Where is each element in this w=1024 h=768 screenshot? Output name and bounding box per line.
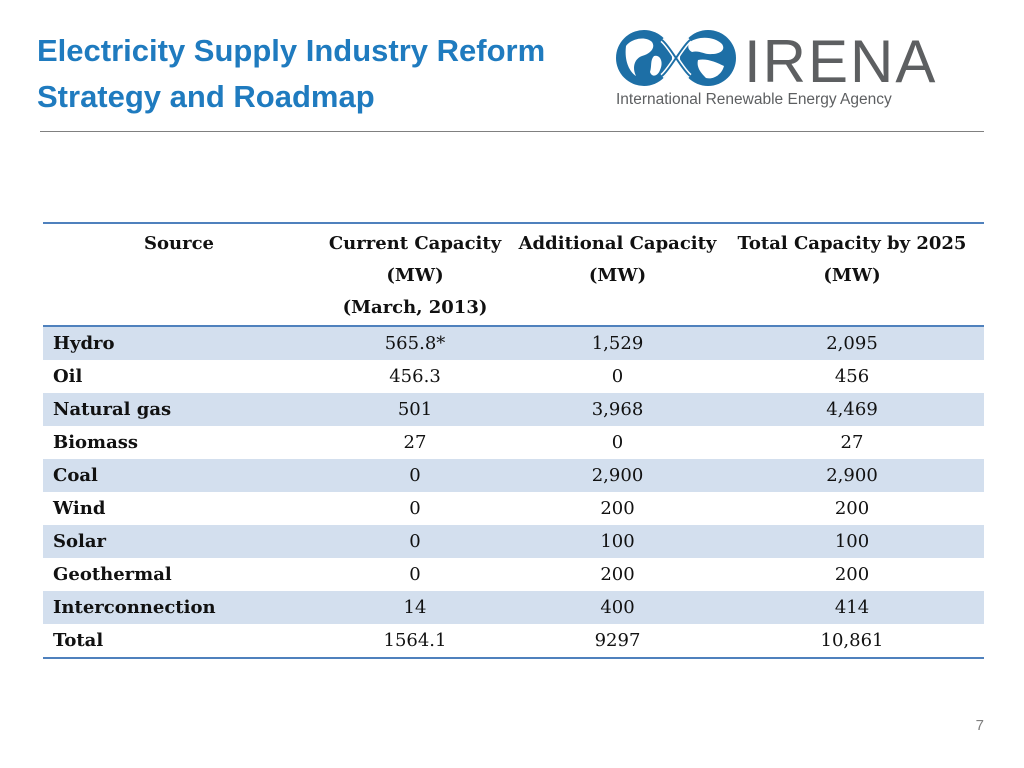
total-capacity-cell: 414	[720, 591, 984, 624]
current-capacity-cell: 0	[315, 525, 515, 558]
header-current-capacity-date: (March, 2013)	[342, 297, 488, 318]
table-header-row: Source Current Capacity (MW) (March, 201…	[43, 223, 984, 327]
additional-capacity-cell: 9297	[515, 624, 720, 658]
table-row: Solar 0 100 100	[43, 525, 984, 558]
table-row: Oil 456.3 0 456	[43, 360, 984, 393]
table-row: Geothermal 0 200 200	[43, 558, 984, 591]
slide-title-line-2: Strategy and Roadmap	[37, 79, 375, 114]
source-cell: Hydro	[43, 326, 315, 360]
source-cell: Coal	[43, 459, 315, 492]
total-capacity-cell: 100	[720, 525, 984, 558]
additional-capacity-cell: 400	[515, 591, 720, 624]
header-current-capacity-label: Current Capacity	[328, 233, 502, 254]
table-row: Wind 0 200 200	[43, 492, 984, 525]
table-row: Interconnection 14 400 414	[43, 591, 984, 624]
source-cell: Solar	[43, 525, 315, 558]
current-capacity-cell: 14	[315, 591, 515, 624]
header-current-capacity: Current Capacity (MW) (March, 2013)	[315, 223, 515, 327]
header-total-capacity: Total Capacity by 2025 (MW)	[720, 223, 984, 327]
total-capacity-cell: 2,900	[720, 459, 984, 492]
additional-capacity-cell: 100	[515, 525, 720, 558]
page-number: 7	[975, 717, 984, 734]
total-capacity-cell: 200	[720, 492, 984, 525]
source-cell: Geothermal	[43, 558, 315, 591]
current-capacity-cell: 0	[315, 492, 515, 525]
additional-capacity-cell: 0	[515, 360, 720, 393]
header-additional-capacity-label: Additional Capacity	[518, 233, 717, 254]
source-cell: Biomass	[43, 426, 315, 459]
logo-subtitle: International Renewable Energy Agency	[616, 91, 892, 108]
table-row: Coal 0 2,900 2,900	[43, 459, 984, 492]
current-capacity-cell: 1564.1	[315, 624, 515, 658]
additional-capacity-cell: 2,900	[515, 459, 720, 492]
total-capacity-cell: 2,095	[720, 326, 984, 360]
capacity-table: Source Current Capacity (MW) (March, 201…	[43, 222, 984, 659]
slide-title: Electricity Supply Industry Reform Strat…	[37, 28, 597, 120]
total-capacity-cell: 200	[720, 558, 984, 591]
header-source-label: Source	[144, 233, 214, 254]
table-total-row: Total 1564.1 9297 10,861	[43, 624, 984, 658]
header-total-capacity-label: Total Capacity by 2025	[737, 233, 967, 254]
current-capacity-cell: 27	[315, 426, 515, 459]
table-row: Natural gas 501 3,968 4,469	[43, 393, 984, 426]
header-total-capacity-unit: (MW)	[823, 265, 881, 286]
additional-capacity-cell: 3,968	[515, 393, 720, 426]
additional-capacity-cell: 200	[515, 558, 720, 591]
source-cell: Oil	[43, 360, 315, 393]
source-cell: Wind	[43, 492, 315, 525]
table-row: Hydro 565.8* 1,529 2,095	[43, 326, 984, 360]
header-additional-capacity-unit: (MW)	[588, 265, 647, 286]
total-capacity-cell: 4,469	[720, 393, 984, 426]
irena-logo: IRENA International Renewable Energy Age…	[612, 20, 957, 120]
logo-wordmark: IRENA	[744, 28, 938, 95]
header-additional-capacity: Additional Capacity (MW)	[515, 223, 720, 327]
additional-capacity-cell: 200	[515, 492, 720, 525]
current-capacity-cell: 501	[315, 393, 515, 426]
header-divider	[40, 131, 984, 132]
total-capacity-cell: 27	[720, 426, 984, 459]
globe-infinity-icon	[616, 30, 736, 86]
table-row: Biomass 27 0 27	[43, 426, 984, 459]
header-current-capacity-unit: (MW)	[386, 265, 444, 286]
current-capacity-cell: 565.8*	[315, 326, 515, 360]
header-source: Source	[43, 223, 315, 327]
additional-capacity-cell: 1,529	[515, 326, 720, 360]
total-capacity-cell: 456	[720, 360, 984, 393]
additional-capacity-cell: 0	[515, 426, 720, 459]
source-cell: Total	[43, 624, 315, 658]
total-capacity-cell: 10,861	[720, 624, 984, 658]
source-cell: Natural gas	[43, 393, 315, 426]
current-capacity-cell: 0	[315, 558, 515, 591]
current-capacity-cell: 0	[315, 459, 515, 492]
current-capacity-cell: 456.3	[315, 360, 515, 393]
source-cell: Interconnection	[43, 591, 315, 624]
slide-title-line-1: Electricity Supply Industry Reform	[37, 33, 546, 68]
